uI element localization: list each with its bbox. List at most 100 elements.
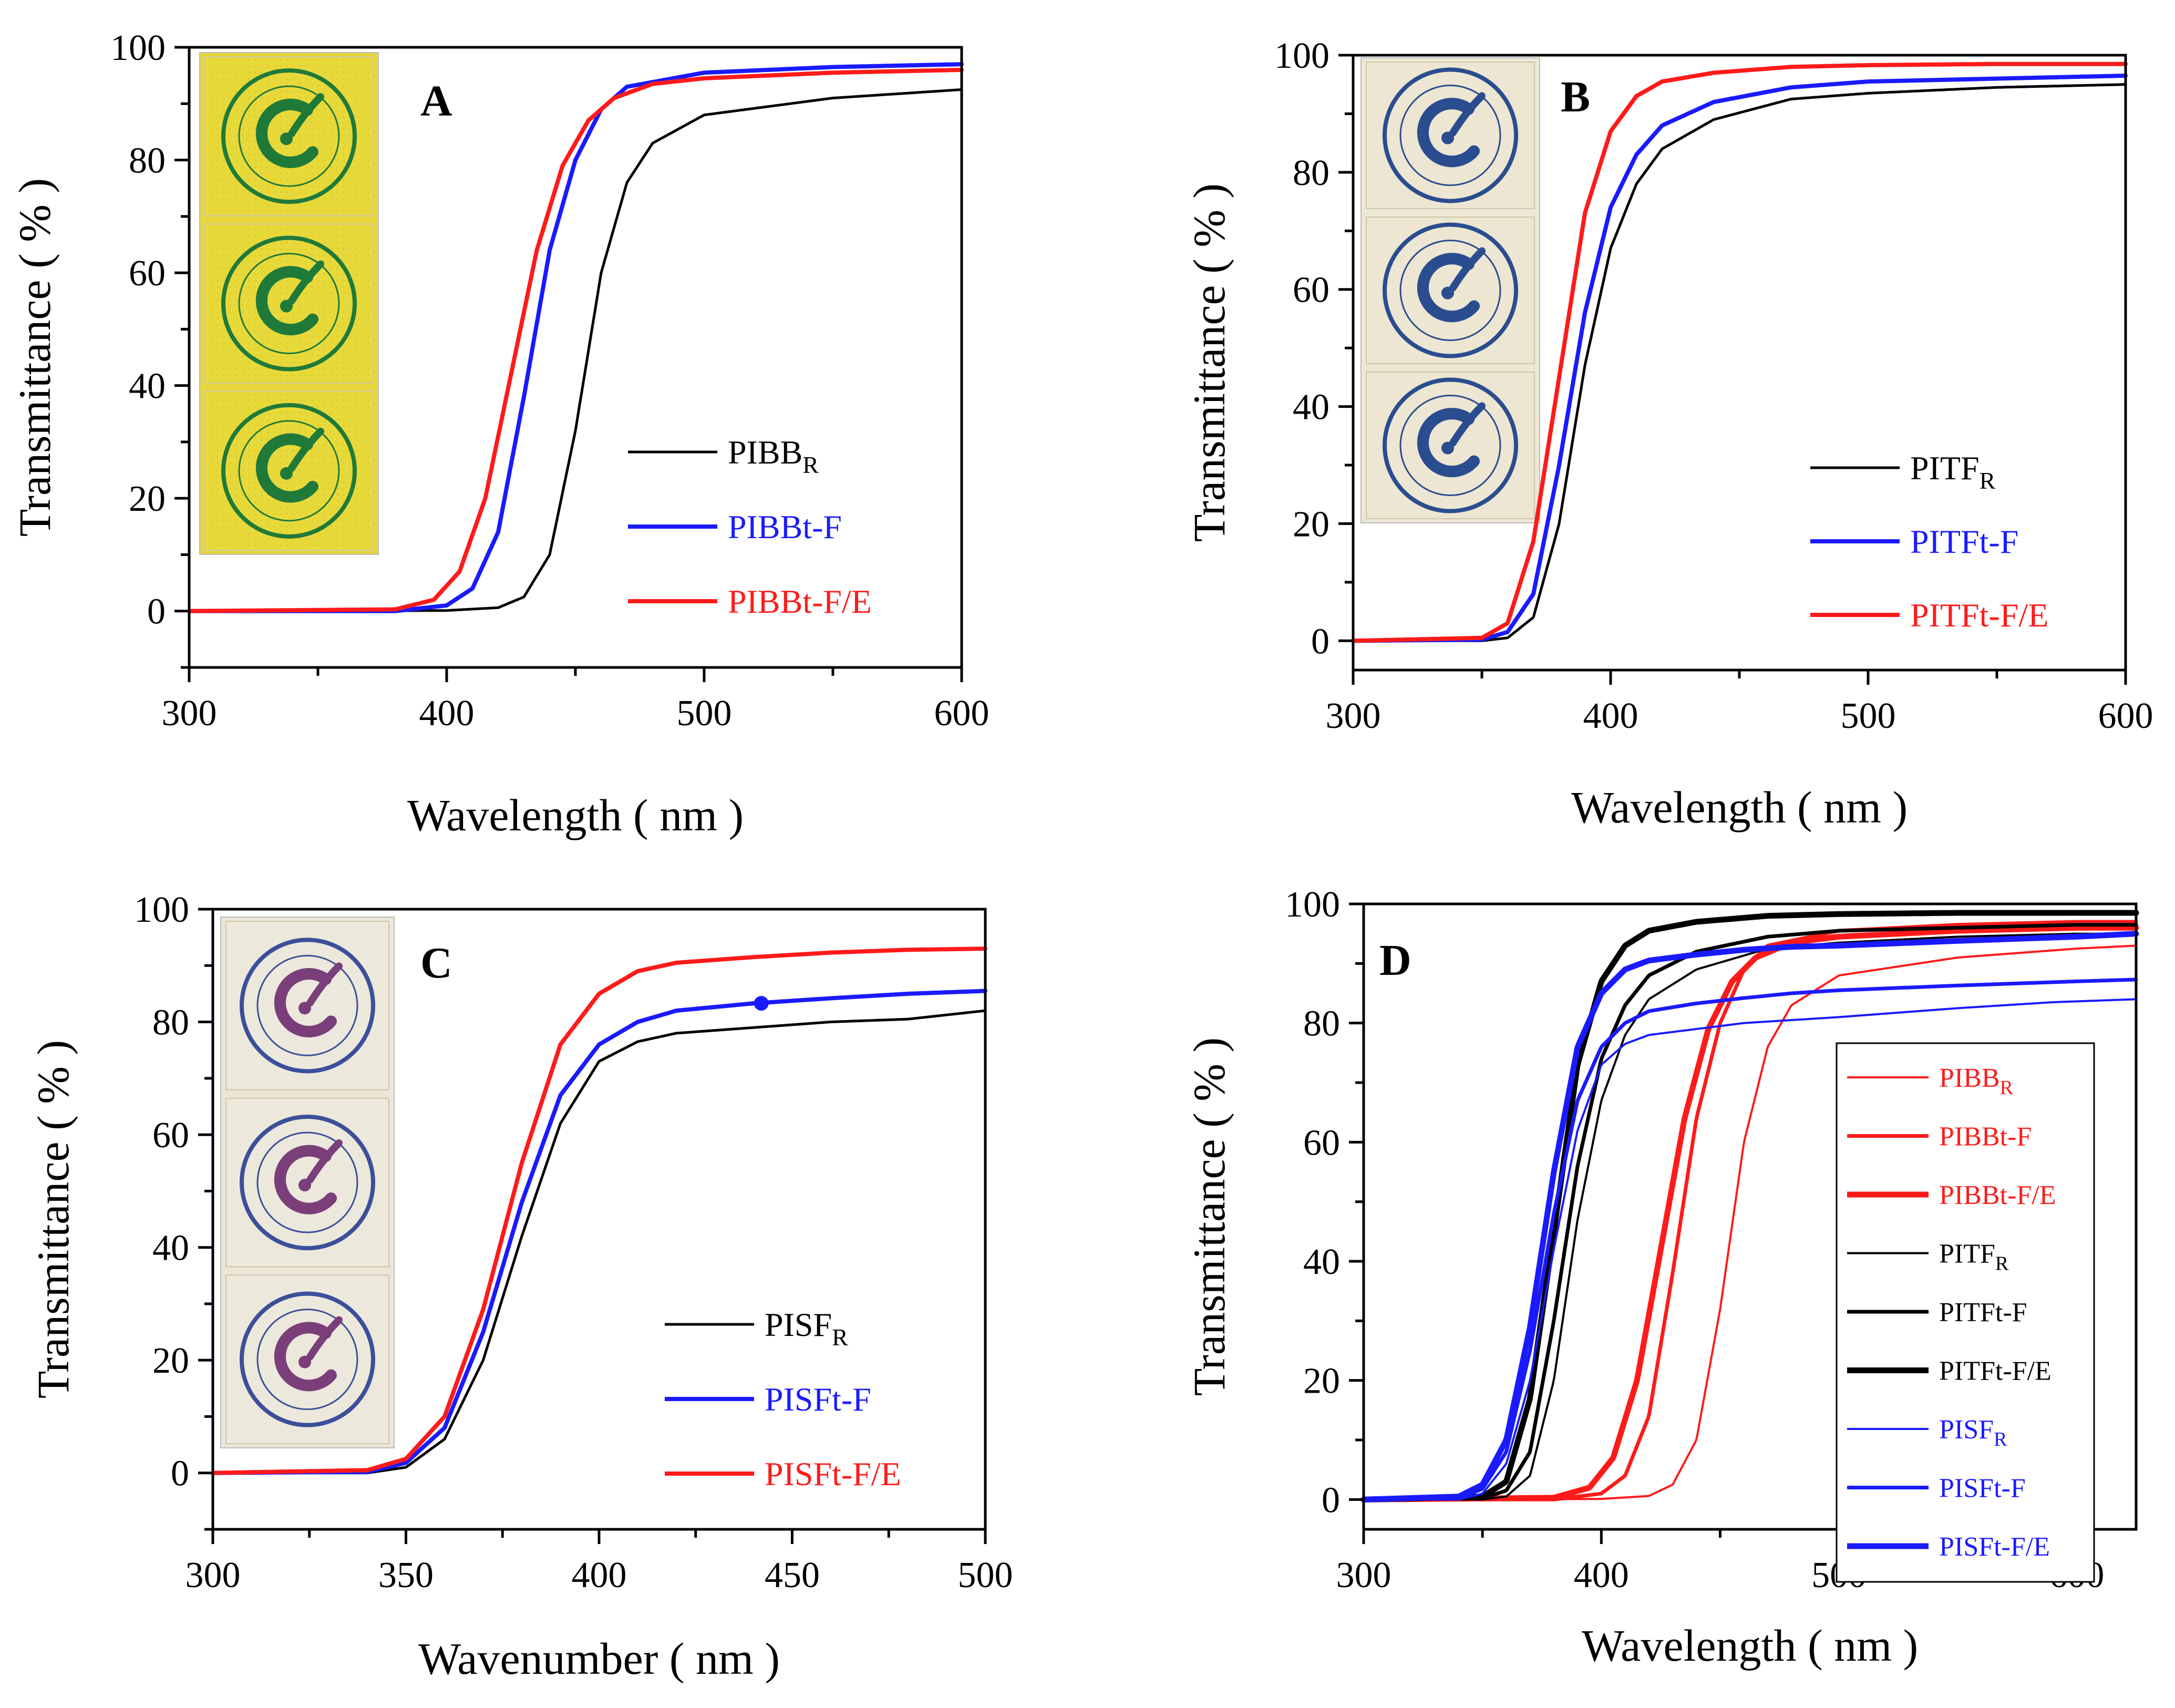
y-tick-label: 60: [1293, 270, 1329, 311]
legend-label: PIBBt-F/E: [1939, 1180, 2056, 1210]
y-axis-title: Transmittance ( % ): [9, 178, 60, 537]
y-tick-label: 0: [1322, 1480, 1340, 1520]
legend-label: PIBBt-F/E: [728, 583, 872, 620]
y-tick-label: 40: [129, 366, 166, 407]
y-axis-title: Transmittance ( % ): [1184, 1037, 1234, 1396]
legend-item: PISFR: [1847, 1415, 2007, 1450]
y-tick-label: 80: [152, 1003, 189, 1043]
y-tick-label: 20: [1303, 1361, 1340, 1402]
legend-label: PISFt-F: [765, 1381, 871, 1418]
university-seal-icon: [1383, 222, 1518, 358]
y-tick-label: 20: [1293, 504, 1329, 544]
legend-item: PITFt-F/E: [1847, 1356, 2052, 1386]
data-point-marker: [754, 996, 769, 1011]
legend-item: PIBBR: [628, 434, 819, 478]
series-line-pitft-f-e: [1351, 61, 2128, 643]
series-line-pitft-f: [1362, 923, 2138, 1501]
legend: PIBBR PIBBt-F PIBBt-F/E PITFR PITFt-F PITFt-F…: [1836, 1042, 2095, 1583]
series-group: [1360, 910, 2139, 1503]
photo-sample-1: [225, 921, 389, 1090]
legend-item: PITFt-F: [1810, 523, 2018, 560]
legend-label: PIBBR: [1939, 1063, 2014, 1099]
university-seal-icon: [221, 235, 357, 372]
series-group: [211, 946, 987, 1475]
legend-label: PITFR: [1910, 449, 1996, 494]
x-tick-label: 600: [2098, 696, 2153, 736]
x-axis-title: Wavelength ( nm ): [407, 790, 744, 840]
legend-label: PIBBt-F: [728, 508, 842, 546]
legend-item: PIBBt-F: [628, 508, 842, 546]
series-group: [187, 62, 964, 613]
x-tick-label: 350: [378, 1555, 434, 1596]
legend-item: PISFt-F/E: [1847, 1532, 2050, 1562]
legend-item: PITFt-F: [1847, 1298, 2027, 1328]
series-line-pitft-f-e: [1360, 910, 2139, 1503]
y-tick-label: 60: [152, 1115, 189, 1156]
y-tick-label: 0: [147, 592, 166, 632]
university-seal-icon: [221, 68, 357, 204]
x-tick-label: 400: [1583, 696, 1638, 736]
y-tick-label: 100: [110, 28, 166, 68]
legend: PIBBR PIBBt-F PIBBt-F/E: [628, 434, 872, 620]
axes: 300 350 400 450 500 0 20 40 60 80 100: [134, 890, 1013, 1596]
legend-label: PISFR: [1939, 1415, 2007, 1450]
university-seal-icon: [240, 938, 375, 1074]
photo-inset: [1360, 57, 1540, 523]
series-line-pisf-r: [1363, 998, 2137, 1501]
y-tick-label: 0: [1311, 621, 1329, 662]
axes: 300 400 500 600 0 20 40 60 80 100: [1274, 36, 2153, 736]
axes: 300 400 500 600 0 20 40 60 80 100: [110, 28, 989, 734]
legend-item: PITFR: [1810, 449, 1996, 494]
series-group: [1351, 61, 2128, 643]
x-tick-label: 300: [1326, 696, 1381, 736]
university-seal-icon: [240, 1291, 375, 1427]
legend-item: PISFt-F: [665, 1381, 871, 1418]
legend: PITFR PITFt-F PITFt-F/E: [1810, 449, 2048, 634]
y-tick-label: 80: [129, 141, 166, 181]
x-tick-label: 300: [1336, 1555, 1391, 1596]
legend-label: PISFt-F/E: [765, 1455, 901, 1493]
y-axis-title: Transmittance ( % ): [28, 1040, 78, 1398]
y-tick-label: 80: [1293, 153, 1329, 193]
photo-sample-3: [204, 390, 374, 551]
y-axis-title: Transmittance ( % ): [1184, 183, 1234, 542]
x-axis-title: Wavelength ( nm ): [1582, 1620, 1918, 1671]
photo-sample-3: [1366, 372, 1535, 519]
series-line-pisft-f-e: [1360, 931, 2139, 1503]
photo-inset: [199, 52, 379, 555]
x-tick-label: 500: [958, 1555, 1013, 1596]
x-tick-label: 500: [1841, 696, 1896, 736]
x-axis-title: Wavenumber ( nm ): [418, 1633, 780, 1684]
y-tick-label: 20: [152, 1341, 189, 1381]
series-line-pitf-r: [1363, 932, 2137, 1501]
panel-b: 300 400 500 600 0 20 40 60 80 100 Wavelength ( nm …: [1184, 36, 2153, 832]
legend-label: PISFt-F/E: [1939, 1532, 2050, 1562]
university-seal-icon: [1383, 67, 1518, 203]
university-seal-icon: [240, 1115, 375, 1250]
x-tick-label: 500: [677, 693, 732, 734]
panel-letter: C: [420, 939, 452, 987]
photo-sample-2: [225, 1097, 389, 1268]
y-tick-label: 100: [1285, 884, 1340, 925]
legend-item: PIBBt-F/E: [628, 583, 872, 620]
legend-item: PITFR: [1847, 1239, 2009, 1275]
x-tick-label: 600: [934, 693, 989, 734]
photo-inset: [220, 917, 395, 1448]
plot-frame: [1362, 902, 2138, 1531]
y-tick-label: 20: [129, 479, 166, 519]
y-tick-label: 80: [1303, 1004, 1340, 1044]
photo-sample-2: [1366, 217, 1535, 364]
y-tick-label: 40: [1303, 1242, 1340, 1282]
legend: PISFR PISFt-F PISFt-F/E: [665, 1306, 901, 1493]
y-tick-label: 60: [1303, 1123, 1340, 1163]
photo-sample-1: [1366, 61, 1535, 209]
x-tick-label: 450: [765, 1555, 820, 1596]
x-axis-title: Wavelength ( nm ): [1571, 782, 1908, 832]
legend-label: PITFR: [1939, 1239, 2009, 1275]
legend-item: PIBBt-F/E: [1847, 1180, 2056, 1210]
panel-letter: D: [1379, 936, 1411, 985]
legend-item: PIBBt-F: [1847, 1122, 2032, 1152]
photo-sample-2: [204, 223, 374, 384]
